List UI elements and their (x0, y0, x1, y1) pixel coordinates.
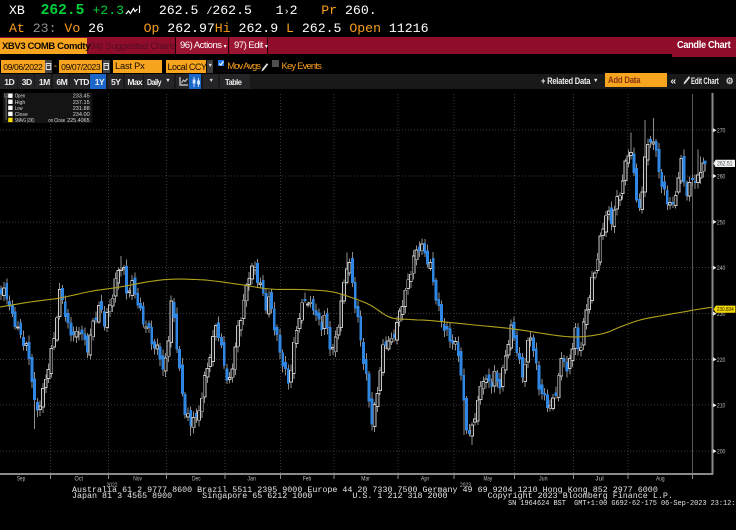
svg-text:High: High (15, 100, 26, 106)
svg-text:250: 250 (717, 219, 726, 226)
svg-text:Jun: Jun (539, 475, 548, 482)
svg-text:2022: 2022 (107, 482, 118, 489)
svg-text:Close: Close (15, 112, 28, 118)
svg-text:May: May (484, 475, 493, 482)
svg-text:Dec: Dec (192, 475, 201, 482)
svg-text:225.4065: 225.4065 (67, 118, 90, 124)
svg-text:220: 220 (717, 357, 726, 364)
svg-text:233.45: 233.45 (73, 94, 90, 100)
svg-text:on Close: on Close (48, 118, 65, 124)
svg-text:210: 210 (717, 403, 726, 410)
svg-text:234.00: 234.00 (73, 112, 90, 118)
svg-text:Oct: Oct (75, 475, 84, 482)
svg-text:Feb: Feb (303, 475, 312, 482)
svg-text:Jan: Jan (247, 475, 256, 482)
svg-text:Aug: Aug (656, 475, 665, 482)
svg-text:Apr: Apr (421, 475, 430, 482)
svg-text:237.15: 237.15 (73, 100, 90, 106)
svg-text:Jul: Jul (595, 475, 604, 482)
svg-text:270: 270 (717, 128, 726, 135)
svg-text:240: 240 (717, 265, 726, 272)
svg-text:230.834: 230.834 (717, 307, 734, 313)
svg-text:Mar: Mar (361, 475, 370, 482)
svg-text:Nov: Nov (133, 475, 142, 482)
svg-text:Sep: Sep (17, 475, 26, 482)
svg-text:262.51: 262.51 (717, 161, 733, 167)
svg-text:230: 230 (717, 311, 726, 318)
svg-text:2023: 2023 (460, 482, 471, 489)
svg-text:Low: Low (15, 106, 24, 112)
svg-text:SMAVG (200): SMAVG (200) (15, 118, 35, 124)
svg-text:231.88: 231.88 (73, 106, 90, 112)
svg-text:260: 260 (717, 173, 726, 180)
svg-text:200: 200 (717, 449, 726, 456)
svg-text:Open: Open (15, 94, 26, 100)
